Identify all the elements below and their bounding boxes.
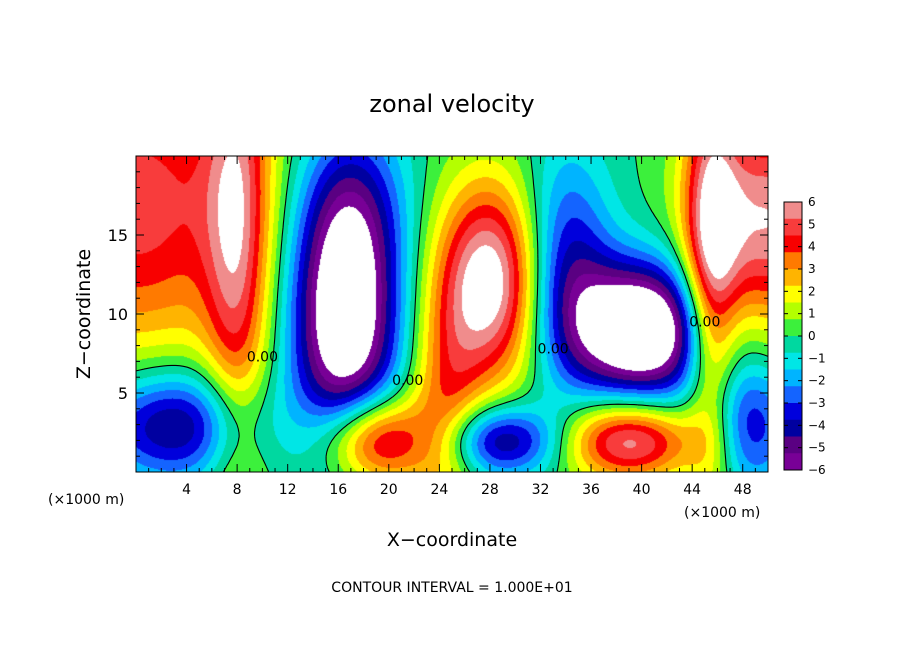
x-unit-right: (×1000 m) [684, 505, 760, 521]
x-axis: 4 8 12 16 20 24 28 32 36 40 44 48 [148, 156, 756, 498]
contour-interval-note: CONTOUR INTERVAL = 1.000E+01 [331, 580, 572, 596]
contour-label: 0.00 [392, 373, 423, 389]
colorbar-label: 4 [808, 240, 816, 254]
y-tick-label: 10 [108, 305, 128, 324]
x-tick-label: 12 [279, 482, 297, 498]
colorbar-label: −5 [808, 441, 826, 455]
x-tick-label: 48 [734, 482, 752, 498]
colorbar-label: 0 [808, 329, 816, 343]
colorbar-segment [784, 218, 802, 236]
contour-label: 0.00 [689, 315, 720, 331]
x-tick-label: 36 [582, 482, 600, 498]
x-tick-label: 24 [430, 482, 448, 498]
colorbar-label: 6 [808, 195, 816, 209]
x-tick-label: 8 [233, 482, 242, 498]
heatmap-field: 0.00 0.00 0.00 0.00 [136, 156, 768, 472]
colorbar-segment [784, 202, 802, 220]
colorbar-segment [784, 336, 802, 354]
colorbar-label: 3 [808, 262, 816, 276]
x-unit-left: (×1000 m) [48, 492, 124, 508]
colorbar-segment [784, 235, 802, 253]
heatmap-image [136, 156, 768, 472]
colorbar-segment [784, 352, 802, 370]
colorbar-label: −2 [808, 374, 826, 388]
colorbar-label: 5 [808, 217, 816, 231]
x-tick-label: 16 [329, 482, 347, 498]
colorbar-segment [784, 453, 802, 471]
x-tick-label: 32 [532, 482, 550, 498]
colorbar-segment [784, 436, 802, 454]
colorbar-label: 2 [808, 284, 816, 298]
colorbar-segment [784, 369, 802, 387]
colorbar-segment [784, 252, 802, 270]
y-tick-label: 15 [108, 226, 128, 245]
contour-label: 0.00 [247, 349, 278, 365]
colorbar: 6 5 4 3 2 1 0 −1 −2 −3 −4 −5 −6 [783, 195, 826, 477]
colorbar-segment [784, 302, 802, 320]
contour-labels: 0.00 0.00 0.00 0.00 [247, 315, 721, 389]
chart-title: zonal velocity [369, 90, 534, 118]
contour-label: 0.00 [538, 342, 569, 358]
y-axis: 5 10 15 [108, 171, 768, 457]
colorbar-label: 1 [808, 307, 816, 321]
x-tick-label: 20 [380, 482, 398, 498]
colorbar-segment [784, 419, 802, 437]
x-axis-label: X−coordinate [387, 529, 517, 551]
colorbar-segment [784, 319, 802, 337]
x-tick-label: 40 [633, 482, 651, 498]
colorbar-segment [784, 269, 802, 287]
x-tick-label: 28 [481, 482, 499, 498]
colorbar-label: −6 [808, 463, 826, 477]
colorbar-segment [784, 285, 802, 303]
colorbar-segment [784, 386, 802, 404]
y-axis-label: Z−coordinate [73, 249, 95, 379]
colorbar-label: −3 [808, 396, 826, 410]
x-tick-label: 4 [182, 482, 191, 498]
colorbar-segment [784, 403, 802, 421]
y-tick-label: 5 [118, 384, 128, 403]
x-tick-label: 44 [683, 482, 701, 498]
colorbar-label: −4 [808, 418, 826, 432]
colorbar-label: −1 [808, 351, 826, 365]
